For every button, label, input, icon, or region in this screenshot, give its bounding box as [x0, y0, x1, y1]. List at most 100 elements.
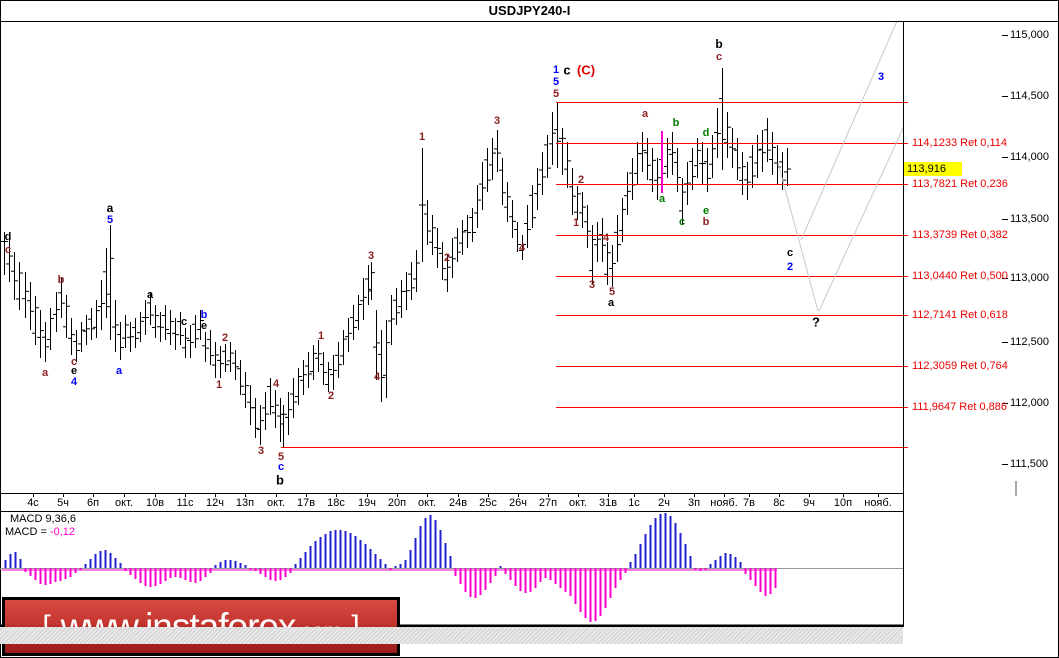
- wave-label: a: [641, 108, 649, 120]
- date-tick-label: 2ч: [658, 497, 670, 509]
- wave-label: c: [4, 244, 12, 256]
- wave-label: 2: [221, 332, 229, 344]
- fib-level-label: 111,9647 Ret 0,886: [912, 401, 1008, 413]
- chart-plot-area[interactable]: [0, 22, 903, 493]
- date-tick-label: 25с: [479, 497, 497, 509]
- fib-level-label: 112,3059 Ret 0,764: [912, 360, 1008, 372]
- wave-label: a: [146, 289, 154, 301]
- wave-label: a: [658, 193, 666, 205]
- wave-label: 2: [577, 174, 585, 186]
- fib-level-label: 113,7821 Ret 0,236: [912, 178, 1008, 190]
- current-price-tag: 113,916: [904, 162, 962, 176]
- wave-label: 3: [877, 71, 885, 83]
- date-tick-label: 26ч: [509, 497, 527, 509]
- macd-panel[interactable]: [0, 511, 903, 626]
- wave-label: 3: [367, 250, 375, 262]
- chart-title: USDJPY240-I: [488, 3, 571, 18]
- wave-label: e: [70, 365, 78, 377]
- wave-label: a: [607, 297, 615, 309]
- projection-line: [777, 162, 819, 312]
- wave-label: 3: [493, 115, 501, 127]
- wave-label: c: [786, 247, 794, 259]
- wave-label: 1: [418, 131, 426, 143]
- wave-label: c: [715, 51, 723, 63]
- logo-bracket-left: [: [42, 609, 51, 643]
- title-bar: USDJPY240-I: [0, 0, 1059, 21]
- wave-label: 4: [373, 371, 381, 383]
- wave-label: a: [41, 367, 49, 379]
- date-tick-label: 10п: [833, 497, 853, 509]
- fib-level-label: 112,7141 Ret 0,618: [912, 309, 1008, 321]
- macd-value: -0,12: [49, 526, 76, 538]
- wave-label: c: [277, 461, 285, 473]
- wave-label: c: [563, 62, 571, 78]
- instaforex-logo: [ www.instaforex.com ]: [2, 597, 400, 656]
- wave-label: b: [715, 37, 723, 51]
- price-axis[interactable]: [903, 22, 1059, 493]
- wave-label: 1: [572, 217, 580, 229]
- date-tick-label: окт.: [569, 497, 587, 509]
- wave-label: 5: [552, 76, 560, 88]
- date-tick-label: 4с: [27, 497, 39, 509]
- date-tick-label: окт.: [115, 497, 133, 509]
- date-tick-label: нояб.: [710, 497, 738, 509]
- projection-line: [800, 20, 898, 241]
- fib-level-label: 113,0440 Ret 0,500: [912, 270, 1008, 282]
- wave-label: 1: [317, 330, 325, 342]
- date-tick-label: 17в: [296, 497, 316, 509]
- wave-label: ?: [812, 314, 820, 330]
- wave-label: 2: [327, 390, 335, 402]
- price-tick-label: 112,000: [1010, 397, 1049, 409]
- date-tick-label: 19ч: [358, 497, 376, 509]
- wave-label: b: [57, 274, 65, 286]
- bottom-hatch-strip: [0, 627, 903, 644]
- date-tick-label: 20п: [387, 497, 407, 509]
- wave-label: 5: [552, 88, 560, 100]
- wave-label: e: [200, 320, 208, 332]
- price-tick-label: 113,000: [1010, 272, 1049, 284]
- wave-label: c: [678, 216, 686, 228]
- price-tick-label: 113,500: [1010, 213, 1049, 225]
- projection-line: [818, 125, 905, 312]
- wave-label: 4: [70, 376, 78, 388]
- price-tick-label: 114,500: [1010, 90, 1049, 102]
- wave-label: 4: [272, 378, 280, 390]
- date-tick-label: 8с: [773, 497, 785, 509]
- date-tick-label: 27п: [538, 497, 558, 509]
- date-tick-label: 10в: [145, 497, 165, 509]
- wave-label: 2: [786, 261, 794, 273]
- wave-label: b: [276, 472, 284, 488]
- date-tick-label: 12ч: [206, 497, 224, 509]
- current-price-value: 113,916: [907, 163, 946, 175]
- macd-params-label: MACD 9,36,6: [10, 513, 77, 525]
- price-tick-label: 112,500: [1010, 336, 1049, 348]
- wave-label: 1: [215, 379, 223, 391]
- date-tick-label: 31в: [598, 497, 618, 509]
- macd-value-label: MACD = -0,12: [5, 526, 75, 538]
- wave-label: b: [200, 309, 208, 321]
- wave-label: a: [115, 365, 123, 377]
- date-tick-label: 18с: [327, 497, 345, 509]
- wave-label: b: [702, 216, 710, 228]
- wave-label: 3: [257, 445, 265, 457]
- wave-label: 2: [443, 252, 451, 264]
- wave-label: 4: [602, 232, 610, 244]
- date-tick-label: 1с: [628, 497, 640, 509]
- date-tick-label: нояб.: [864, 497, 892, 509]
- price-tick-label: 115,000: [1010, 29, 1049, 41]
- date-tick-label: 13п: [235, 497, 255, 509]
- wave-label: d: [702, 127, 710, 139]
- date-axis[interactable]: [0, 493, 903, 511]
- wave-label: (C): [576, 62, 596, 78]
- wave-label: a: [106, 201, 114, 215]
- date-tick-label: 11с: [176, 497, 194, 509]
- price-tick-label: 114,000: [1010, 151, 1049, 163]
- date-tick-label: 6п: [86, 497, 100, 509]
- wave-label: 3: [588, 279, 596, 291]
- macd-value-prefix: MACD =: [5, 526, 50, 538]
- date-tick-label: 7в: [743, 497, 755, 509]
- wave-label: 5: [277, 451, 285, 463]
- wave-label: 5: [608, 286, 616, 298]
